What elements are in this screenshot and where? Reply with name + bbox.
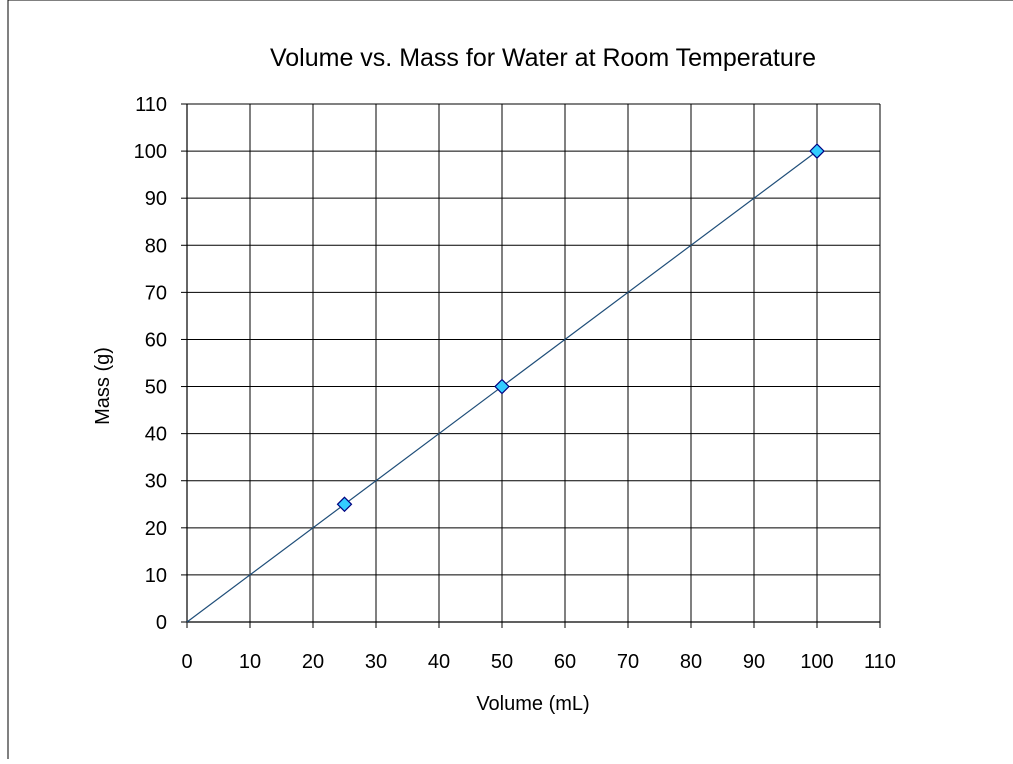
y-tick-label: 0 [156,612,167,634]
y-tick-label: 100 [134,141,167,163]
x-tick-label: 110 [864,651,896,673]
y-tick-label: 70 [145,282,167,304]
x-tick-label: 40 [428,651,450,673]
data-point-layer [336,143,825,513]
x-tick-label: 30 [365,651,387,673]
x-tick-label: 80 [680,651,702,673]
grid-layer [181,103,881,628]
y-tick-label: 40 [145,424,167,446]
x-axis-label: Volume (mL) [476,693,589,715]
y-tick-label: 20 [145,518,167,540]
y-tick-label: 110 [135,94,167,116]
x-tick-label: 70 [617,651,639,673]
x-tick-label: 50 [491,651,513,673]
y-tick-label: 60 [145,329,167,351]
x-tick-label: 0 [181,651,192,673]
chart-title: Volume vs. Mass for Water at Room Temper… [270,44,816,72]
x-tick-label: 60 [554,651,576,673]
x-tick-label: 90 [743,651,765,673]
y-tick-label: 10 [145,565,167,587]
y-tick-label: 30 [145,471,167,493]
y-tick-label: 50 [145,377,167,399]
data-point [336,496,353,513]
y-axis-label: Mass (g) [92,347,114,425]
y-tick-label: 80 [145,235,167,257]
tick-label-layer: 0 10 20 30 40 50 60 70 80 90 100 110 0 10 20 30 40 50 60 70… [134,94,896,673]
data-point [494,378,510,395]
x-tick-label: 100 [800,651,833,673]
data-point [809,143,825,159]
y-tick-label: 90 [145,188,167,210]
x-tick-label: 10 [239,651,261,673]
x-tick-label: 20 [302,651,324,673]
